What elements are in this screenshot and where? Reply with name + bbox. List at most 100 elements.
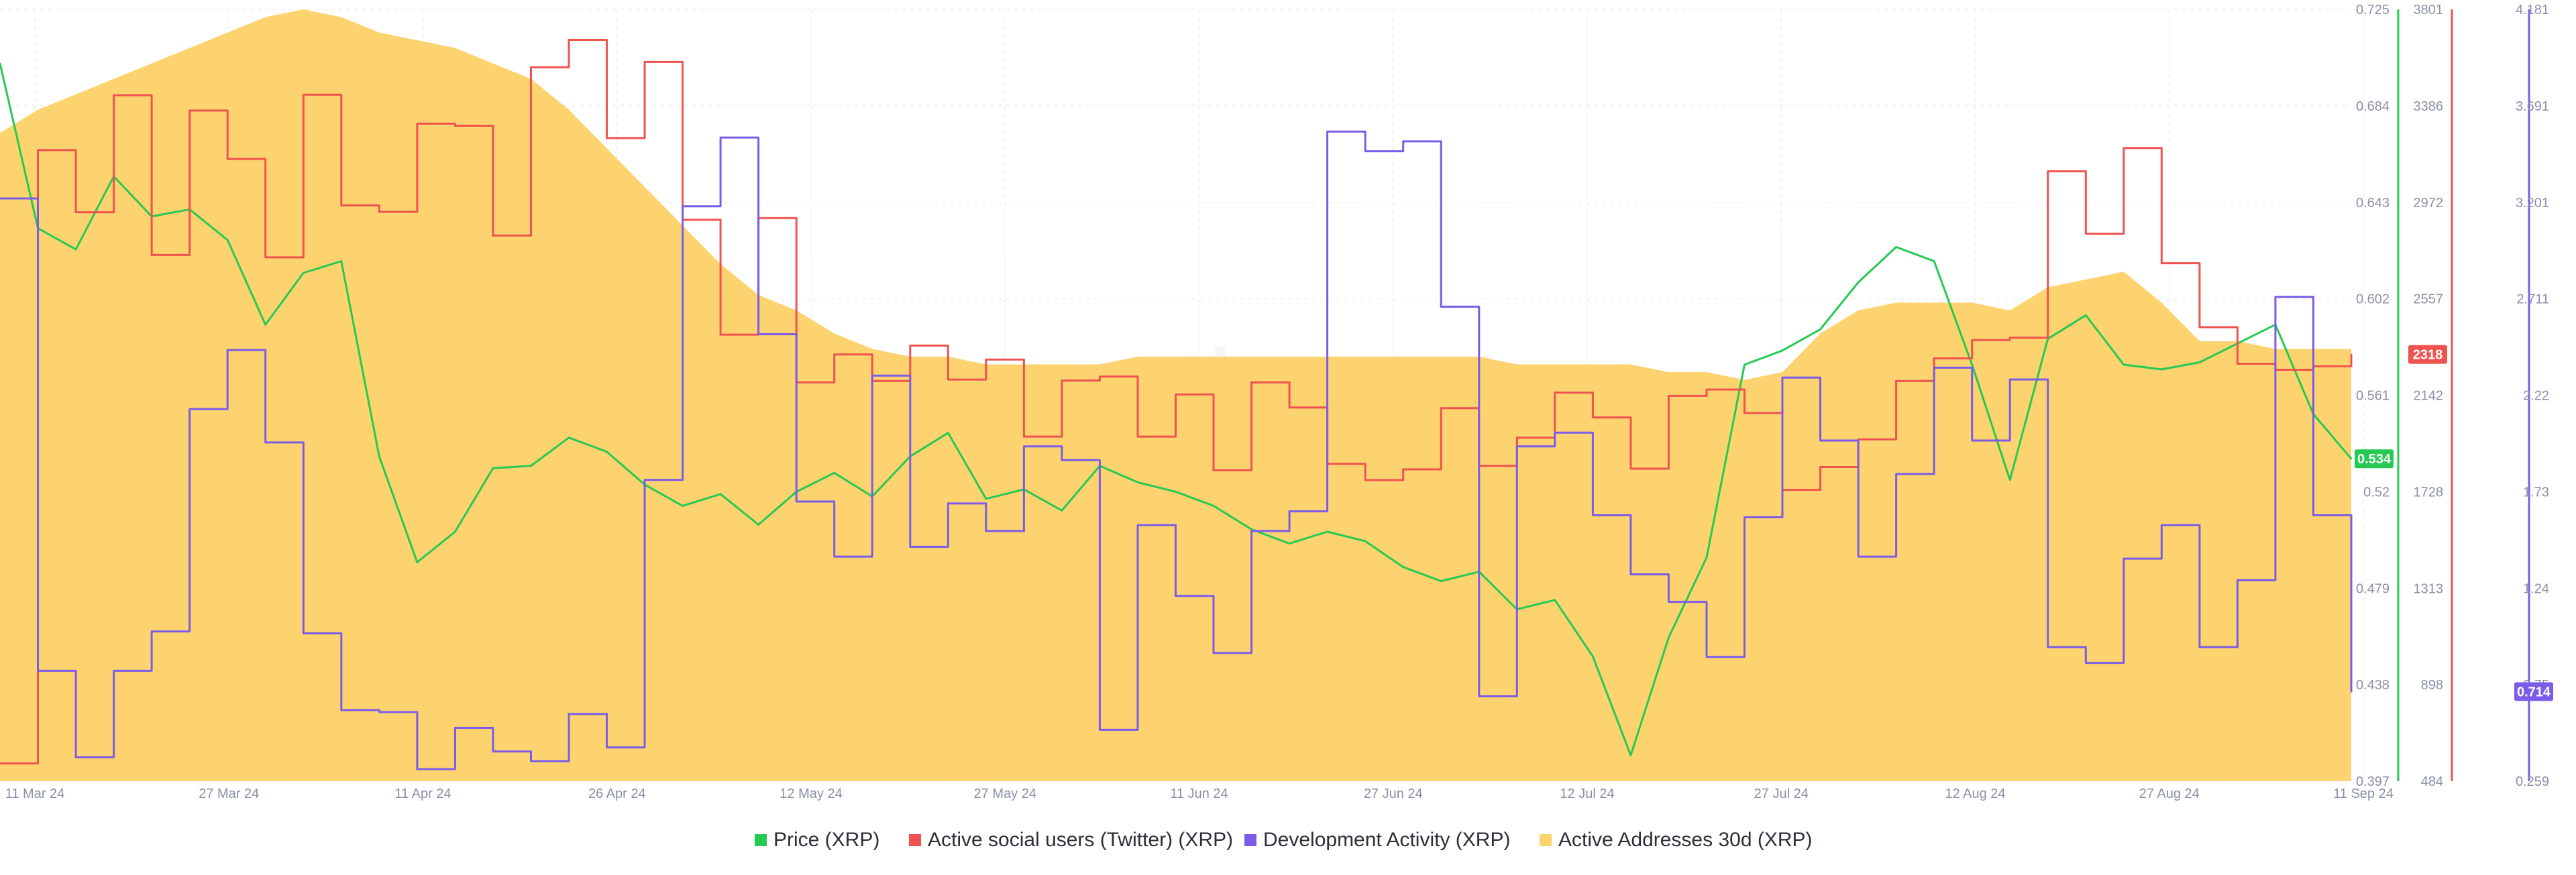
data-point [1933, 260, 1935, 261]
y-tick-label: 2.711 [2516, 292, 2549, 307]
data-point [37, 670, 38, 671]
y-tick-label: 0.438 [2356, 678, 2390, 693]
data-point [1668, 637, 1669, 638]
data-point [530, 760, 531, 762]
x-tick-label: 27 Jun 24 [1364, 786, 1423, 801]
data-point [530, 465, 531, 467]
y-tick-label: 3801 [2414, 3, 2444, 17]
data-point [910, 546, 911, 547]
data-point [947, 503, 949, 504]
data-point [417, 768, 418, 770]
data-point [606, 747, 607, 748]
data-point [1289, 542, 1290, 544]
x-tick-label: 26 Apr 24 [588, 786, 646, 801]
data-point [1364, 150, 1366, 152]
legend: Price (XRP) Active social users (Twitter)… [755, 829, 1813, 851]
data-point [1137, 524, 1138, 526]
data-point [757, 333, 759, 335]
data-point [1592, 416, 1593, 418]
data-point [454, 727, 455, 728]
data-point [1706, 557, 1707, 558]
x-tick-label: 11 Mar 24 [5, 786, 65, 801]
data-point [1440, 581, 1442, 582]
data-point [454, 531, 455, 532]
data-point [227, 239, 228, 241]
y-tick-label: 4.181 [2516, 3, 2549, 17]
data-point [2161, 369, 2162, 370]
data-point [1137, 481, 1138, 483]
y-tick-label: 2557 [2414, 292, 2444, 307]
x-tick-label: 12 Jul 24 [1560, 786, 1614, 801]
data-point [378, 211, 380, 213]
data-point [682, 206, 683, 207]
legend-label: Development Activity (XRP) [1263, 829, 1510, 851]
data-point [1819, 466, 1821, 467]
x-tick-label: 11 Apr 24 [394, 786, 451, 801]
y-axes: 0.7250.6840.6430.6020.5610.520.4790.4380… [2355, 3, 2553, 789]
data-point [530, 66, 531, 68]
data-point [1175, 394, 1176, 395]
data-point [1061, 380, 1063, 381]
data-point [1971, 364, 1972, 365]
data-point [1895, 246, 1896, 247]
data-point [1516, 446, 1517, 447]
data-point [1364, 540, 1366, 542]
data-point [1630, 754, 1631, 756]
data-point [1592, 514, 1593, 516]
data-point [1971, 440, 1972, 441]
data-point [1440, 408, 1442, 409]
data-point [1250, 530, 1252, 532]
data-point [265, 257, 266, 258]
data-point [265, 324, 266, 325]
data-point [454, 125, 455, 126]
data-point [2351, 691, 2352, 692]
y-tick-label: 0.52 [2363, 485, 2390, 500]
data-point [606, 451, 607, 453]
data-point [2085, 314, 2086, 316]
data-point [568, 39, 570, 40]
data-point [834, 353, 835, 355]
legend-label: Price (XRP) [773, 829, 879, 851]
data-point [2123, 558, 2125, 559]
data-point [1819, 440, 1821, 441]
data-point [985, 530, 987, 532]
data-point [1440, 306, 1442, 307]
data-point [1326, 131, 1328, 132]
y-tick-label: 1.73 [2523, 485, 2549, 500]
data-point [1933, 357, 1935, 359]
data-point [2085, 233, 2086, 234]
data-point [2123, 148, 2125, 149]
x-tick-label: 11 Sep 24 [2333, 786, 2394, 801]
data-point [75, 756, 76, 758]
data-point [2351, 353, 2352, 355]
data-point [2085, 662, 2086, 663]
data-point [189, 408, 190, 410]
data-point [417, 561, 418, 563]
data-point [2161, 262, 2162, 264]
data-point [378, 456, 380, 457]
data-point [796, 501, 797, 502]
data-point [1743, 364, 1745, 365]
data-point [568, 436, 570, 438]
data-point [2161, 524, 2162, 526]
y-tick-label: 3.691 [2516, 99, 2549, 114]
y-tick-label: 1728 [2414, 485, 2444, 500]
data-point [1592, 656, 1593, 657]
data-point [1099, 729, 1100, 730]
y-tick-label: 1.24 [2523, 581, 2549, 596]
legend-label: Active Addresses 30d (XRP) [1558, 829, 1813, 851]
data-point [606, 137, 607, 139]
legend-label: Active social users (Twitter) (XRP) [928, 829, 1233, 851]
data-point [1213, 469, 1214, 471]
data-point [1782, 350, 1783, 351]
data-point [303, 272, 304, 274]
data-point [985, 359, 987, 360]
data-point [1479, 695, 1480, 697]
data-point [1289, 407, 1290, 408]
data-point [871, 375, 873, 376]
data-point [1971, 339, 1972, 341]
data-point [2237, 363, 2238, 364]
